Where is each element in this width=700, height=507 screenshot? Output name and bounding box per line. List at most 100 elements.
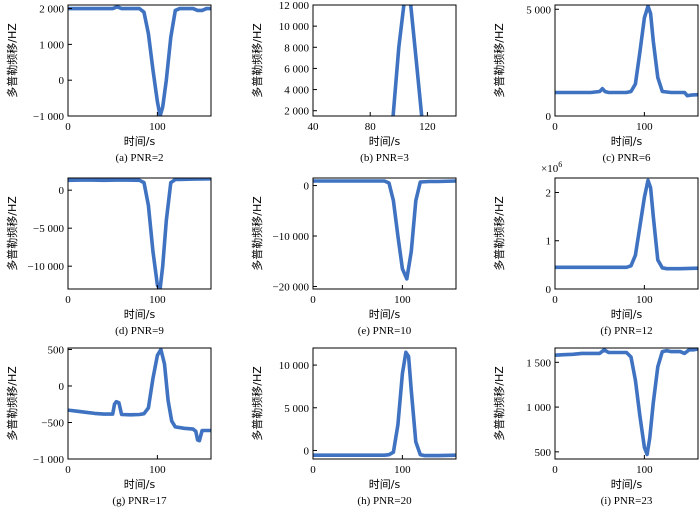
y-tick-label: 1 500 [526,357,551,369]
y-tick-label: 0 [59,381,65,393]
chart-panel-9: 0 100 500 1 000 1 500 时间/s 多普勒频移/HZ (i) PNR=23 [492,347,699,507]
y-tick-label: 6 000 [284,63,309,75]
x-tick-label: 100 [149,121,166,133]
panel-caption: (b) PNR=3 [360,152,409,164]
x-tick-label: 0 [552,294,558,306]
chart-panel-4: 0 100 −10 000 −5 000 0 时间/s 多普勒频移/HZ (d) PNR=9 [5,177,212,337]
y-tick-label: −5 000 [33,223,64,235]
plot-frame [67,347,212,460]
panel-caption: (e) PNR=10 [358,325,412,337]
series-line-5-1 [313,179,456,281]
y-axis-label: 多普勒频移/HZ [492,366,506,441]
panel-caption: (d) PNR=9 [115,325,164,337]
y-axis-label: 多普勒频移/HZ [250,196,264,271]
series-line-8-1 [313,350,456,458]
x-tick-label: 120 [419,121,436,133]
y-axis-label: 多普勒频移/HZ [492,196,506,271]
x-tick-label: 100 [394,294,411,306]
y-tick-label: 2 [546,187,552,199]
x-axis-label: 时间/s [369,135,401,148]
y-tick-label: 500 [535,447,552,459]
series-line-1-1 [68,5,211,116]
x-tick-label: 80 [365,121,377,133]
y-tick-label: 5 000 [284,403,309,415]
plot-frame [67,177,212,290]
y-tick-label: 500 [48,344,65,356]
x-axis-label: 时间/s [369,478,401,491]
y-axis-multiplier: ×106 [541,160,562,175]
x-tick-label: 40 [308,121,320,133]
chart-panel-7: 0 100 −1 000 −500 0 500 时间/s 多普勒频移/HZ (g) PNR=17 [5,344,212,507]
y-axis-label: 多普勒频移/HZ [5,23,19,98]
y-tick-label: 8 000 [284,42,309,54]
panel-caption: (a) PNR=2 [115,152,163,164]
series-line-4-1 [68,178,211,289]
series-line-3-1 [555,5,698,98]
x-tick-label: 100 [636,121,653,133]
y-axis-label: 多普勒频移/HZ [250,23,264,98]
y-tick-label: −1 000 [33,454,64,466]
y-tick-label: 4 000 [284,85,309,97]
panel-caption: (g) PNR=17 [112,495,167,507]
chart-panel-3: 0 100 0 5 000 时间/s 多普勒频移/HZ (c) PNR=6 [492,4,699,164]
y-tick-label: 0 [59,185,65,197]
y-tick-label: −500 [41,417,64,429]
x-axis-label: 时间/s [124,135,156,148]
y-tick-label: 1 000 [39,39,64,51]
y-tick-label: 0 [304,181,310,193]
y-tick-label: 0 [59,75,65,87]
x-tick-label: 0 [65,464,71,476]
x-tick-label: 100 [636,294,653,306]
x-tick-label: 100 [636,464,653,476]
y-tick-label: 12 000 [279,0,310,12]
y-tick-label: 5 000 [526,4,551,16]
chart-panel-6: 0 100 0 1 2 ×106 时间/s 多普勒频移/HZ (f) PNR=12 [492,160,699,337]
x-axis-label: 时间/s [611,135,643,148]
y-tick-label: −10 000 [28,261,65,273]
y-tick-label: 0 [546,111,552,123]
y-tick-label: 1 000 [526,402,551,414]
plot-frame [554,4,699,117]
series-line-7-1 [68,348,211,443]
x-tick-label: 100 [394,464,411,476]
plot-frame [312,4,457,117]
x-axis-label: 时间/s [124,478,156,491]
y-axis-label: 多普勒频移/HZ [5,196,19,271]
x-axis-label: 时间/s [611,308,643,321]
x-tick-label: 0 [65,121,71,133]
x-axis-label: 时间/s [369,308,401,321]
y-tick-label: −1 000 [33,111,64,123]
y-axis-label: 多普勒频移/HZ [492,23,506,98]
y-tick-label: 0 [304,445,310,457]
y-tick-label: −10 000 [273,231,310,243]
series-line-6-1 [555,178,698,271]
chart-panel-8: 0 100 0 5 000 10 000 时间/s 多普勒频移/HZ (h) PNR=20 [250,347,457,507]
y-axis-label: 多普勒频移/HZ [5,366,19,441]
x-axis-label: 时间/s [124,308,156,321]
y-tick-label: 2 000 [284,106,309,118]
y-tick-label: 0 [546,284,552,296]
y-tick-label: 10 000 [279,21,310,33]
panel-caption: (h) PNR=20 [357,495,412,507]
series-line-9-1 [555,348,698,457]
x-tick-label: 100 [149,464,166,476]
chart-panel-5: 0 100 −20 000 −10 000 0 时间/s 多普勒频移/HZ (e) PNR=1… [250,177,457,337]
x-axis-label: 时间/s [611,478,643,491]
panel-caption: (f) PNR=12 [600,325,652,337]
y-tick-label: 10 000 [279,360,310,372]
y-axis-label: 多普勒频移/HZ [250,366,264,441]
plot-frame [312,177,457,290]
x-tick-label: 0 [552,121,558,133]
x-tick-label: 0 [65,294,71,306]
y-tick-label: 2 000 [39,4,64,16]
plot-frame [554,177,699,290]
plot-frame [312,347,457,460]
x-tick-label: 0 [310,464,316,476]
chart-panel-2: 40 80 120 2 000 4 000 6 000 8 000 10 000 12 000 时… [250,0,457,164]
y-tick-label: −20 000 [273,281,310,293]
x-tick-label: 0 [310,294,316,306]
x-tick-label: 100 [149,294,166,306]
plot-frame [67,4,212,117]
